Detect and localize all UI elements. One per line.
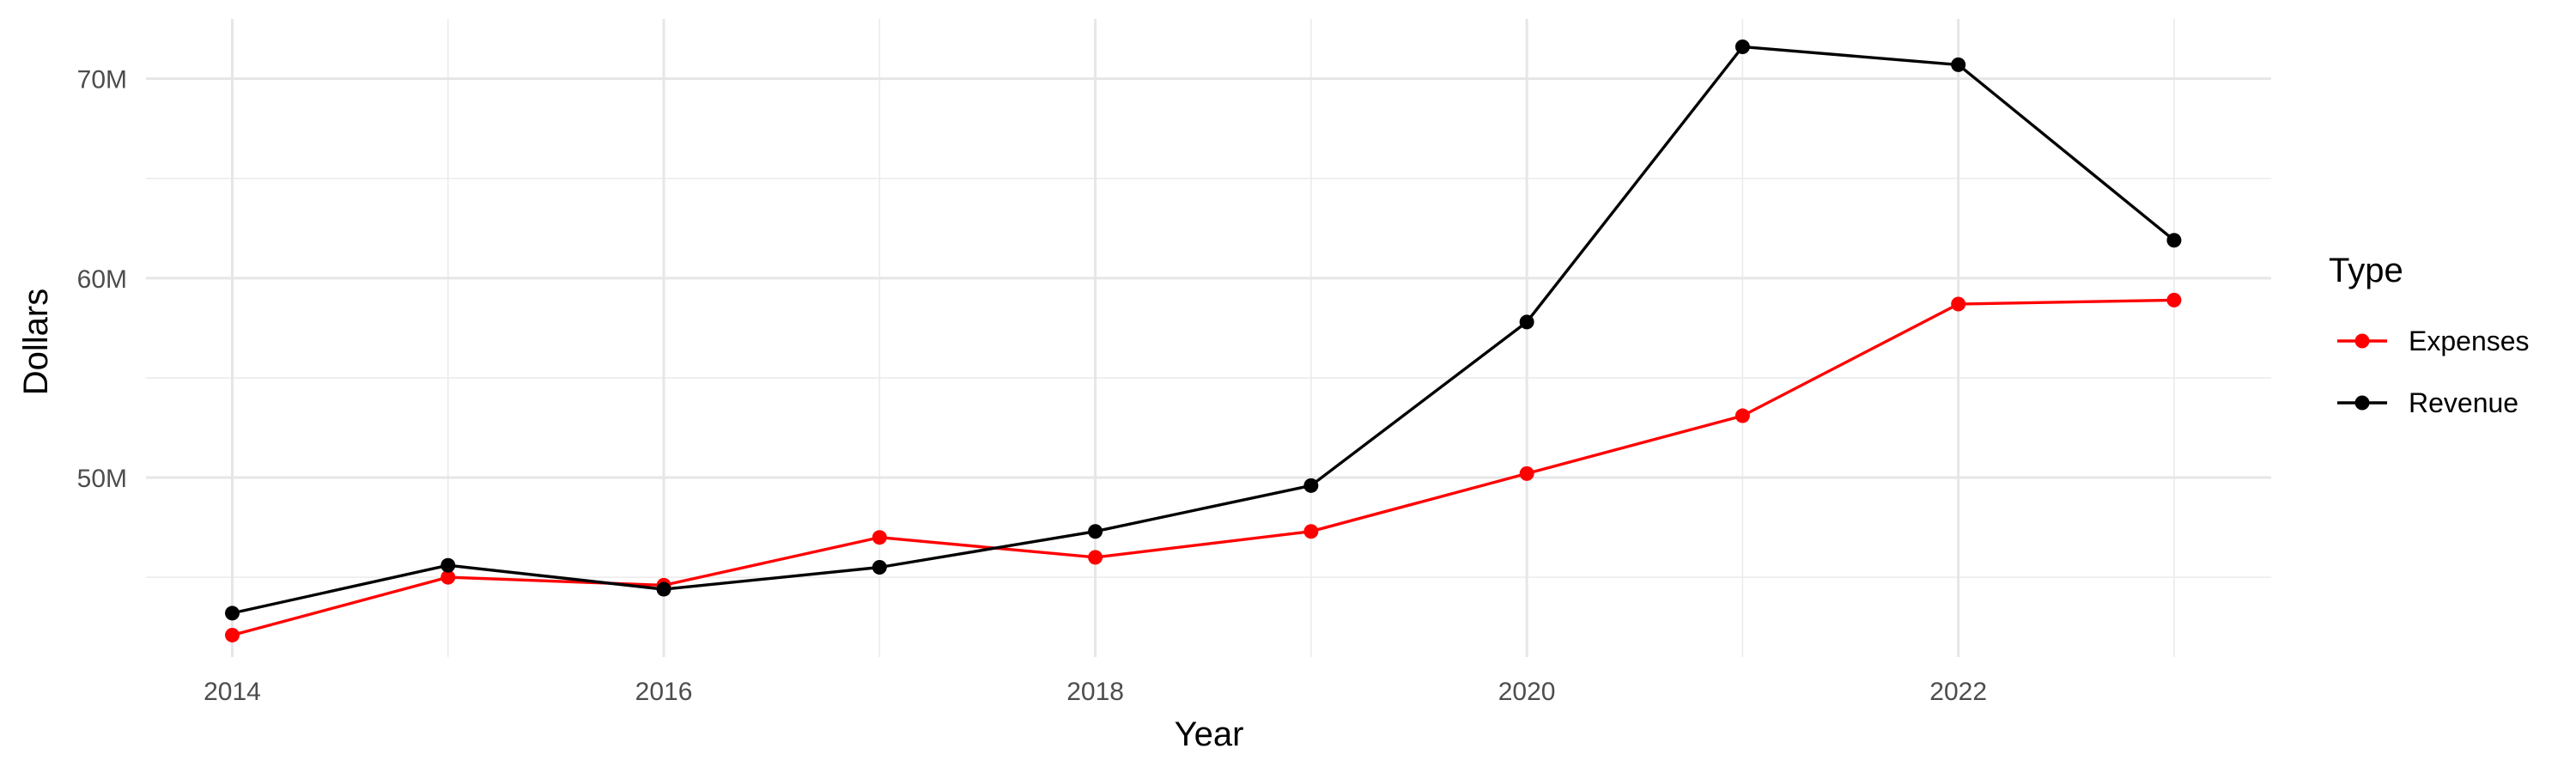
data-point-expenses <box>1088 550 1103 565</box>
data-point-expenses <box>1735 408 1750 423</box>
x-tick-label: 2022 <box>1929 678 1987 706</box>
legend-title: Type <box>2329 252 2403 289</box>
y-axis-title: Dollars <box>17 289 55 395</box>
legend-label: Revenue <box>2409 387 2518 418</box>
x-axis-title: Year <box>1175 715 1244 753</box>
data-point-revenue <box>1088 524 1103 539</box>
data-point-expenses <box>2166 292 2182 307</box>
data-point-expenses <box>1303 524 1319 539</box>
data-point-expenses <box>440 569 456 585</box>
y-tick-label: 60M <box>77 265 127 294</box>
data-point-revenue <box>656 581 671 597</box>
x-tick-label: 2020 <box>1498 678 1556 706</box>
data-point-revenue <box>1735 40 1750 55</box>
legend-label: Expenses <box>2409 326 2530 356</box>
data-point-revenue <box>1303 478 1319 493</box>
data-point-expenses <box>225 627 240 642</box>
series-expenses <box>225 292 2182 642</box>
data-point-revenue <box>440 557 456 573</box>
y-tick-label: 70M <box>77 66 127 94</box>
data-point-revenue <box>1519 314 1534 330</box>
legend-key-point <box>2354 395 2370 411</box>
series-revenue <box>225 40 2182 621</box>
legend-items: Expenses Revenue <box>2337 326 2530 418</box>
data-point-revenue <box>872 560 887 575</box>
data-point-revenue <box>1951 57 1966 72</box>
series-line-expenses <box>232 298 2174 637</box>
series <box>225 40 2182 642</box>
data-point-revenue <box>2166 233 2182 248</box>
legend-item-expenses: Expenses <box>2337 326 2530 356</box>
legend-key-point <box>2354 333 2370 349</box>
y-tick-label: 50M <box>77 465 127 493</box>
x-tick-label: 2016 <box>635 678 693 706</box>
data-point-expenses <box>1519 466 1534 481</box>
data-point-expenses <box>872 530 887 545</box>
data-point-expenses <box>1951 296 1966 312</box>
series-line-revenue <box>232 45 2175 615</box>
x-tick-label: 2014 <box>204 678 261 706</box>
x-tick-label: 2018 <box>1066 678 1124 706</box>
data-point-revenue <box>225 606 240 621</box>
grid <box>146 19 2271 657</box>
legend-item-revenue: Revenue <box>2337 387 2518 418</box>
axes: Year Dollars 50M 60M 70M 2014 2016 2018 2020 20… <box>17 66 1987 753</box>
legend: Type Expenses Revenue <box>2329 252 2530 418</box>
